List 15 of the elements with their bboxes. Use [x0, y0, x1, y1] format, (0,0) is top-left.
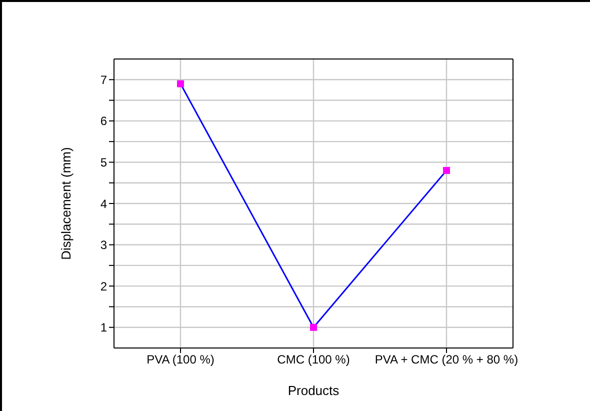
x-tick-label: PVA + CMC (20 % + 80 %): [374, 352, 518, 367]
point: [443, 166, 450, 174]
y-tick-label: 6: [100, 114, 108, 128]
x-tick-label: CMC (100 %): [277, 352, 350, 367]
y-tick-label: 7: [100, 72, 108, 87]
y-tick-label: 5: [100, 155, 108, 170]
y-tick-label: 2: [100, 279, 108, 294]
point: [177, 80, 184, 88]
y-tick-label: 4: [100, 196, 108, 211]
y-axis-title: Displacement (mm): [58, 147, 74, 260]
y-tick-label: 1: [100, 320, 108, 335]
y-tick-label: 3: [100, 238, 108, 252]
x-tick-label: PVA (100 %): [146, 352, 214, 367]
x-axis-title: Products: [288, 383, 340, 398]
point: [310, 324, 317, 331]
